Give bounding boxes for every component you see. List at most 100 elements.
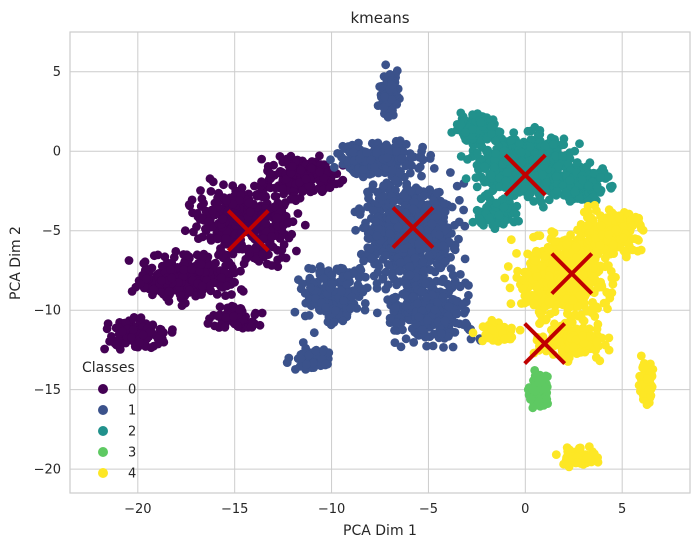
data-point-cluster-0 bbox=[241, 254, 251, 264]
centroid-stroke bbox=[226, 209, 270, 253]
centroid-marker bbox=[523, 322, 567, 365]
data-point-cluster-0 bbox=[233, 321, 242, 331]
data-point-cluster-1 bbox=[324, 348, 334, 358]
data-point-cluster-1 bbox=[381, 251, 390, 260]
data-point-cluster-0 bbox=[149, 284, 159, 294]
legend-item-3: 3 bbox=[98, 446, 136, 461]
data-point-cluster-2 bbox=[577, 175, 587, 185]
y-tick-label: −20 bbox=[34, 463, 61, 478]
data-point-cluster-4 bbox=[582, 453, 592, 463]
data-point-cluster-4 bbox=[571, 242, 581, 252]
data-point-cluster-2 bbox=[539, 202, 548, 212]
data-point-cluster-0 bbox=[111, 340, 121, 350]
data-point-cluster-2 bbox=[570, 146, 580, 156]
data-point-cluster-2 bbox=[456, 119, 466, 129]
data-point-cluster-4 bbox=[505, 283, 515, 293]
data-point-cluster-2 bbox=[476, 194, 486, 204]
data-point-cluster-2 bbox=[502, 181, 511, 191]
data-point-cluster-1 bbox=[311, 346, 320, 356]
data-point-cluster-4 bbox=[569, 342, 578, 352]
data-point-cluster-1 bbox=[433, 298, 443, 308]
data-point-cluster-3 bbox=[530, 366, 540, 375]
legend-marker bbox=[98, 405, 108, 415]
data-point-cluster-1 bbox=[418, 325, 427, 335]
data-point-cluster-4 bbox=[500, 334, 510, 344]
data-point-cluster-2 bbox=[487, 129, 496, 138]
data-point-cluster-1 bbox=[338, 316, 348, 326]
data-point-cluster-4 bbox=[512, 273, 522, 282]
data-point-cluster-2 bbox=[515, 139, 524, 149]
data-point-cluster-1 bbox=[385, 313, 395, 323]
data-point-cluster-4 bbox=[639, 363, 649, 373]
data-point-cluster-1 bbox=[428, 341, 438, 351]
data-point-cluster-0 bbox=[268, 242, 278, 252]
data-point-cluster-0 bbox=[142, 274, 151, 284]
data-point-cluster-0 bbox=[157, 326, 167, 336]
data-point-cluster-0 bbox=[250, 181, 259, 191]
data-point-cluster-1 bbox=[308, 358, 318, 368]
data-point-cluster-2 bbox=[506, 135, 516, 145]
data-point-cluster-1 bbox=[361, 272, 370, 282]
data-point-cluster-1 bbox=[282, 358, 292, 367]
data-point-cluster-4 bbox=[609, 240, 618, 250]
legend-marker bbox=[98, 384, 108, 394]
data-point-cluster-0 bbox=[127, 333, 136, 342]
data-point-cluster-1 bbox=[390, 303, 400, 313]
data-point-cluster-1 bbox=[374, 224, 383, 234]
data-point-cluster-1 bbox=[401, 334, 411, 344]
data-point-cluster-4 bbox=[537, 316, 546, 326]
data-point-cluster-1 bbox=[366, 244, 375, 253]
data-point-cluster-0 bbox=[197, 253, 207, 263]
data-point-cluster-4 bbox=[622, 252, 631, 262]
data-point-cluster-1 bbox=[440, 199, 449, 209]
data-point-cluster-2 bbox=[575, 139, 584, 149]
data-point-cluster-2 bbox=[592, 183, 602, 193]
data-point-cluster-4 bbox=[515, 325, 525, 335]
data-point-cluster-1 bbox=[387, 95, 397, 104]
data-point-cluster-2 bbox=[544, 195, 554, 205]
legend-item-0: 0 bbox=[98, 383, 136, 398]
data-point-cluster-1 bbox=[378, 274, 388, 284]
data-point-cluster-2 bbox=[495, 182, 504, 192]
data-point-cluster-4 bbox=[586, 213, 596, 223]
data-point-cluster-1 bbox=[385, 229, 395, 239]
data-point-cluster-1 bbox=[319, 274, 328, 283]
data-point-cluster-1 bbox=[464, 290, 473, 300]
data-point-cluster-1 bbox=[331, 306, 340, 315]
data-point-cluster-1 bbox=[387, 165, 397, 175]
data-point-cluster-0 bbox=[131, 282, 141, 292]
data-point-cluster-1 bbox=[440, 316, 450, 326]
data-point-cluster-1 bbox=[355, 210, 365, 219]
data-point-cluster-1 bbox=[291, 365, 300, 374]
data-point-cluster-0 bbox=[128, 325, 138, 335]
legend-item-1: 1 bbox=[98, 404, 136, 419]
data-point-cluster-4 bbox=[544, 244, 554, 254]
data-point-cluster-0 bbox=[204, 217, 214, 226]
legend-marker bbox=[98, 447, 108, 457]
data-point-cluster-4 bbox=[468, 328, 478, 338]
data-point-cluster-1 bbox=[368, 184, 377, 194]
data-point-cluster-2 bbox=[574, 193, 584, 203]
data-point-cluster-1 bbox=[422, 292, 432, 302]
data-point-cluster-1 bbox=[455, 282, 465, 292]
data-point-cluster-0 bbox=[192, 222, 201, 232]
data-point-cluster-0 bbox=[179, 265, 189, 275]
data-point-cluster-1 bbox=[430, 305, 440, 315]
data-point-cluster-2 bbox=[487, 121, 496, 131]
data-point-cluster-1 bbox=[366, 155, 376, 165]
legend-label: 2 bbox=[128, 425, 136, 440]
data-point-cluster-0 bbox=[335, 178, 344, 188]
data-point-cluster-4 bbox=[588, 272, 598, 281]
data-point-cluster-4 bbox=[593, 457, 603, 467]
data-point-cluster-0 bbox=[287, 162, 297, 171]
data-point-cluster-1 bbox=[408, 292, 418, 302]
data-point-cluster-1 bbox=[337, 286, 346, 296]
data-point-cluster-4 bbox=[554, 336, 564, 346]
data-point-cluster-0 bbox=[117, 326, 127, 336]
data-point-cluster-1 bbox=[452, 309, 462, 319]
data-point-cluster-1 bbox=[444, 332, 453, 341]
data-point-cluster-1 bbox=[427, 219, 437, 229]
data-point-cluster-4 bbox=[544, 271, 554, 281]
data-point-cluster-0 bbox=[244, 198, 254, 208]
data-point-cluster-0 bbox=[235, 196, 244, 206]
